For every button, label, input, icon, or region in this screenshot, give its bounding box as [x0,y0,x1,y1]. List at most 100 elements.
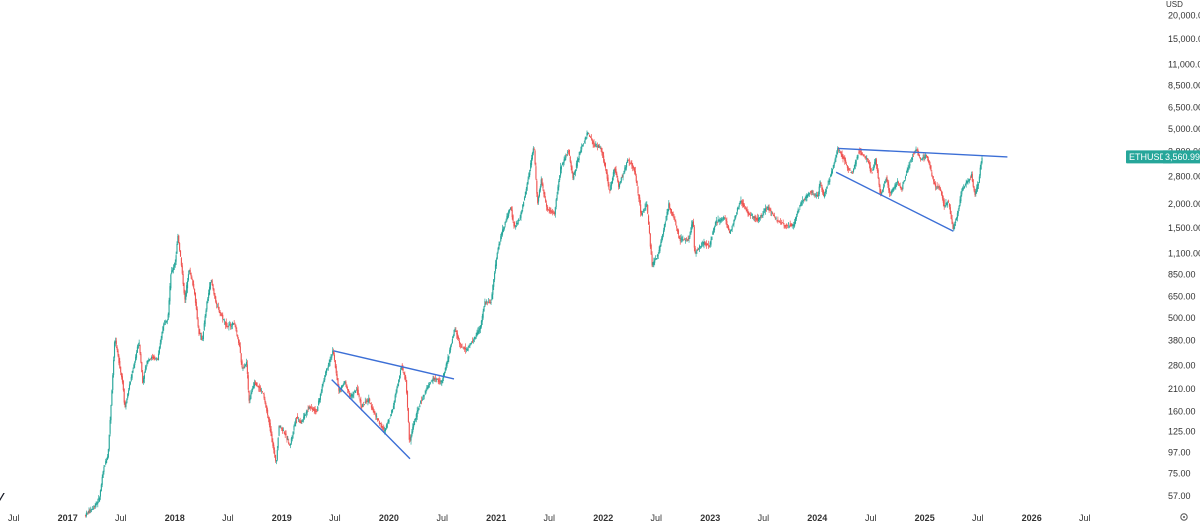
trendline[interactable] [835,171,954,232]
candle-body [645,205,647,207]
candle-body [844,157,846,161]
candle-body [346,384,348,389]
price-axis[interactable]: USD 20,000.00 15,000.00 11,000.00 8,500.00 6… [1166,0,1200,501]
candle-body [447,356,449,362]
candle-body [339,389,341,393]
candle-body [472,339,475,341]
trendline[interactable] [331,379,411,460]
candle-body [779,220,781,222]
candle-body [646,204,648,206]
candle-body [415,414,417,420]
candle-body [582,143,585,145]
candle-body [408,422,410,440]
candle-body [787,223,789,225]
candle-body [980,162,982,170]
candle-body [621,177,623,178]
time-tick-label: 2021 [486,513,506,522]
candle-body [959,199,961,206]
candle-body [540,179,542,185]
candle-body [790,224,792,226]
candle-body [366,401,368,402]
candle-body [437,380,439,383]
candle-body [169,286,171,302]
candle-body [590,138,592,140]
candle-body [826,186,828,188]
candle-body [360,399,362,405]
candle-body [338,385,340,391]
candle-body [607,177,609,184]
candle-body [91,509,93,510]
candle-body [196,308,198,320]
candle-body [533,148,535,150]
candle-body [704,243,706,245]
candle-body [230,323,232,327]
candle-body [220,314,222,316]
candle-body [602,151,604,158]
candle-body [661,237,663,242]
trendline[interactable] [333,350,455,380]
candle-body [736,213,738,214]
candle-body [713,228,715,233]
candle-body [781,222,783,223]
candle-body [431,379,433,381]
candle-body [140,353,142,363]
candle-body [793,224,795,227]
candle-body [807,194,809,196]
candle-body [765,208,767,212]
candle-body [865,156,867,158]
candle-body [274,450,276,454]
candle-body [574,169,577,173]
candle-body [702,242,704,244]
candle-body [467,348,469,350]
candle-body [928,160,930,165]
candle-body [470,342,472,345]
candle-body [604,162,606,168]
candle-body [388,419,390,423]
candle-body [471,342,473,343]
candle-body [934,183,936,187]
candle-body [690,231,692,235]
candle-body [229,324,231,325]
candle-body [354,390,356,392]
candle-body [712,232,714,235]
candle-body [623,171,625,173]
candle-body [443,371,445,376]
trendline[interactable] [838,147,1008,158]
candle-body [166,320,168,322]
candle-body [801,200,804,202]
tradingview-logo-icon[interactable]: ⁄ [0,492,5,507]
candle-body [526,183,528,190]
candle-body [335,366,337,374]
candle-body [147,360,149,363]
candle-body [450,344,453,346]
candle-body [85,512,87,516]
candle-body [289,443,292,446]
candle-body [634,171,636,175]
candle-body [600,148,602,150]
price-tick-label: 20,000.00 [1168,10,1200,20]
candle-body [742,202,744,206]
settings-icon[interactable] [1180,513,1188,521]
candle-body [286,435,288,440]
candle-body [143,377,145,383]
candle-body [186,285,188,294]
candle-body [563,159,565,163]
candle-body [177,235,179,243]
candle-body [129,381,131,385]
candle-body [908,166,910,168]
candle-body [962,187,965,189]
candle-body [933,181,936,185]
candle-body [883,184,885,186]
candle-body [160,338,162,343]
candle-body [172,269,174,272]
time-axis[interactable]: 2016Jul2017Jul2018Jul2019Jul2020Jul2021J… [0,513,1091,522]
candle-body [504,221,506,226]
candle-body [194,292,197,303]
candle-body [976,187,978,192]
candle-body [538,190,541,197]
candle-body [862,154,864,156]
candle-body [890,190,892,194]
candle-body [123,389,125,403]
candle-body [553,212,555,214]
